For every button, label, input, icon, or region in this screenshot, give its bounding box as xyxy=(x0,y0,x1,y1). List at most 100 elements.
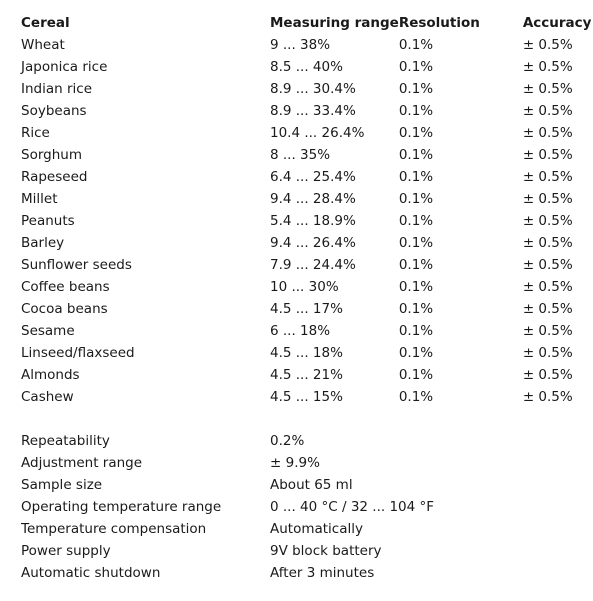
table-row: Sorghum 8 ... 35% 0.1% ± 0.5% xyxy=(21,144,593,166)
cereal-name: Rice xyxy=(21,125,50,141)
table-row: Millet 9.4 ... 28.4% 0.1% ± 0.5% xyxy=(21,188,593,210)
table-row: Cashew 4.5 ... 15% 0.1% ± 0.5% xyxy=(21,386,593,408)
table-row: Cocoa beans 4.5 ... 17% 0.1% ± 0.5% xyxy=(21,298,593,320)
spec-row: Adjustment range ± 9.9% xyxy=(21,452,593,474)
accuracy: ± 0.5% xyxy=(522,213,573,229)
accuracy: ± 0.5% xyxy=(522,323,573,339)
spec-label: Sample size xyxy=(21,477,103,493)
header-row: Cereal Measuring range Resolution Accura… xyxy=(21,12,593,34)
accuracy: ± 0.5% xyxy=(522,59,573,75)
spec-value: 0 ... 40 °C / 32 ... 104 °F xyxy=(270,499,435,515)
spec-row: Temperature compensation Automatically xyxy=(21,518,593,540)
measuring-range: 6 ... 18% xyxy=(270,323,331,339)
measuring-range: 8.5 ... 40% xyxy=(270,59,343,75)
resolution: 0.1% xyxy=(398,235,434,251)
spec-row: Automatic shutdown After 3 minutes xyxy=(21,562,593,584)
header-resolution: Resolution xyxy=(398,15,480,31)
accuracy: ± 0.5% xyxy=(522,301,573,317)
accuracy: ± 0.5% xyxy=(522,125,573,141)
spec-row: Sample size About 65 ml xyxy=(21,474,593,496)
resolution: 0.1% xyxy=(398,169,434,185)
table-row: Japonica rice 8.5 ... 40% 0.1% ± 0.5% xyxy=(21,56,593,78)
accuracy: ± 0.5% xyxy=(522,81,573,97)
cereal-name: Cashew xyxy=(21,389,74,405)
cereal-name: Millet xyxy=(21,191,58,207)
table-row: Sesame 6 ... 18% 0.1% ± 0.5% xyxy=(21,320,593,342)
accuracy: ± 0.5% xyxy=(522,169,573,185)
table-row: Barley 9.4 ... 26.4% 0.1% ± 0.5% xyxy=(21,232,593,254)
cereal-name: Japonica rice xyxy=(21,59,108,75)
measuring-range: 9.4 ... 28.4% xyxy=(270,191,356,207)
table-row: Coffee beans 10 ... 30% 0.1% ± 0.5% xyxy=(21,276,593,298)
spec-row: Operating temperature range 0 ... 40 °C /… xyxy=(21,496,593,518)
table-row: Indian rice 8.9 ... 30.4% 0.1% ± 0.5% xyxy=(21,78,593,100)
table-row: Peanuts 5.4 ... 18.9% 0.1% ± 0.5% xyxy=(21,210,593,232)
cereal-name: Sorghum xyxy=(21,147,82,163)
measuring-range: 4.5 ... 15% xyxy=(270,389,343,405)
header-accuracy: Accuracy xyxy=(522,15,592,31)
table-row: Sunflower seeds 7.9 ... 24.4% 0.1% ± 0.5% xyxy=(21,254,593,276)
cereal-name: Linseed/flaxseed xyxy=(21,345,135,361)
spec-table: Cereal Measuring range Resolution Accura… xyxy=(21,12,593,584)
resolution: 0.1% xyxy=(398,345,434,361)
measuring-range: 8.9 ... 30.4% xyxy=(270,81,356,97)
header-measuring-range: Measuring range xyxy=(270,15,399,31)
accuracy: ± 0.5% xyxy=(522,147,573,163)
spec-label: Operating temperature range xyxy=(21,499,222,515)
accuracy: ± 0.5% xyxy=(522,367,573,383)
resolution: 0.1% xyxy=(398,191,434,207)
measuring-range: 10 ... 30% xyxy=(270,279,339,295)
spec-label: Adjustment range xyxy=(21,455,143,471)
spec-value: Automatically xyxy=(270,521,363,537)
table-row: Wheat 9 ... 38% 0.1% ± 0.5% xyxy=(21,34,593,56)
cereal-name: Cocoa beans xyxy=(21,301,108,317)
measuring-range: 4.5 ... 17% xyxy=(270,301,343,317)
accuracy: ± 0.5% xyxy=(522,37,573,53)
cereal-name: Peanuts xyxy=(21,213,75,229)
cereal-name: Indian rice xyxy=(21,81,93,97)
table-row: Rice 10.4 ... 26.4% 0.1% ± 0.5% xyxy=(21,122,593,144)
measuring-range: 8 ... 35% xyxy=(270,147,331,163)
resolution: 0.1% xyxy=(398,103,434,119)
cereal-name: Barley xyxy=(21,235,65,251)
measuring-range: 9.4 ... 26.4% xyxy=(270,235,356,251)
table-row: Linseed/flaxseed 4.5 ... 18% 0.1% ± 0.5% xyxy=(21,342,593,364)
spec-label: Automatic shutdown xyxy=(21,565,161,581)
spec-label: Temperature compensation xyxy=(21,521,207,537)
spec-value: After 3 minutes xyxy=(270,565,375,581)
accuracy: ± 0.5% xyxy=(522,257,573,273)
accuracy: ± 0.5% xyxy=(522,103,573,119)
resolution: 0.1% xyxy=(398,59,434,75)
cereal-name: Rapeseed xyxy=(21,169,88,185)
cereal-name: Sunflower seeds xyxy=(21,257,132,273)
measuring-range: 6.4 ... 25.4% xyxy=(270,169,356,185)
accuracy: ± 0.5% xyxy=(522,235,573,251)
measuring-range: 7.9 ... 24.4% xyxy=(270,257,356,273)
spec-row: Repeatability 0.2% xyxy=(21,430,593,452)
cereal-name: Sesame xyxy=(21,323,75,339)
resolution: 0.1% xyxy=(398,389,434,405)
section-spacer xyxy=(21,408,593,430)
table-row: Almonds 4.5 ... 21% 0.1% ± 0.5% xyxy=(21,364,593,386)
cereal-name: Wheat xyxy=(21,37,65,53)
spec-value: About 65 ml xyxy=(270,477,353,493)
resolution: 0.1% xyxy=(398,257,434,273)
resolution: 0.1% xyxy=(398,213,434,229)
accuracy: ± 0.5% xyxy=(522,279,573,295)
measuring-range: 5.4 ... 18.9% xyxy=(270,213,356,229)
spec-value: 0.2% xyxy=(270,433,305,449)
measuring-range: 8.9 ... 33.4% xyxy=(270,103,356,119)
spec-label: Repeatability xyxy=(21,433,110,449)
resolution: 0.1% xyxy=(398,301,434,317)
measuring-range: 10.4 ... 26.4% xyxy=(270,125,365,141)
resolution: 0.1% xyxy=(398,81,434,97)
resolution: 0.1% xyxy=(398,147,434,163)
resolution: 0.1% xyxy=(398,323,434,339)
cereal-name: Coffee beans xyxy=(21,279,110,295)
accuracy: ± 0.5% xyxy=(522,345,573,361)
table-row: Rapeseed 6.4 ... 25.4% 0.1% ± 0.5% xyxy=(21,166,593,188)
resolution: 0.1% xyxy=(398,367,434,383)
resolution: 0.1% xyxy=(398,279,434,295)
header-cereal: Cereal xyxy=(21,15,70,31)
cereal-name: Soybeans xyxy=(21,103,87,119)
